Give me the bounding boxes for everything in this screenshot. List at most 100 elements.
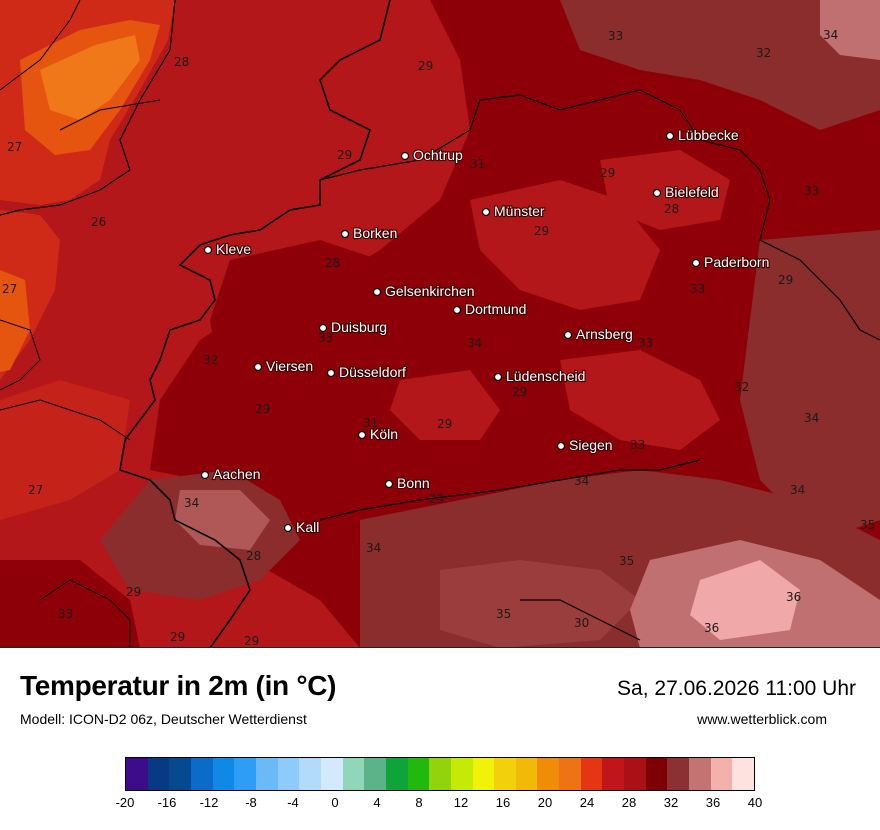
province-line [0, 399, 131, 441]
region-27-sw [0, 380, 130, 520]
iso-label: 29 [534, 224, 549, 238]
colorbar-swatch [689, 758, 711, 790]
colorbar-tick-label: 36 [705, 795, 721, 810]
colorbar-swatch [580, 758, 603, 790]
colorbar-swatch [710, 758, 733, 790]
iso-label: 28 [246, 549, 261, 563]
city-kleve: Kleve [203, 240, 252, 258]
city-label: Borken [353, 225, 397, 241]
iso-label: 33 [638, 336, 653, 350]
city-label: Kleve [216, 241, 251, 257]
border-line [0, 0, 176, 216]
iso-label: 29 [778, 273, 793, 287]
colorbar-tick-label: 4 [373, 795, 381, 810]
city-label: Münster [494, 203, 545, 219]
colorbar-swatch [559, 758, 581, 790]
colorbar-swatch [407, 758, 430, 790]
iso-label: 34 [574, 474, 589, 488]
iso-label: 36 [786, 590, 801, 604]
iso-label: 30 [574, 616, 589, 630]
city-label: Dortmund [465, 301, 526, 317]
iso-label: 29 [418, 59, 433, 73]
colorbar-tick-label: -4 [287, 795, 299, 810]
iso-label: 36 [704, 621, 719, 635]
colorbar-tick-label: 24 [579, 795, 595, 810]
colorbar-tick-label: 12 [453, 795, 469, 810]
city-dortmund: Dortmund [452, 300, 528, 318]
iso-label: 28 [174, 55, 189, 69]
city-bielefeld: Bielefeld [652, 183, 720, 201]
iso-label: 32 [734, 380, 749, 394]
city-markers: Ochtrup Lübbecke Bielefeld Münster Borke… [200, 126, 770, 536]
colorbar-swatch [385, 758, 408, 790]
colorbar-tick-label: 32 [663, 795, 679, 810]
iso-label: 32 [756, 46, 771, 60]
province-line [59, 99, 161, 131]
map-title: Temperatur in 2m (in °C) [20, 670, 337, 701]
city-label: Gelsenkirchen [385, 283, 475, 299]
city-label: Düsseldorf [339, 364, 406, 380]
province-line [0, 0, 81, 91]
state-border [319, 89, 771, 201]
colorbar-swatch [320, 758, 343, 790]
region-31-sw [0, 560, 140, 647]
iso-label: 26 [91, 215, 106, 229]
city-label: Lüdenscheid [506, 368, 585, 384]
city-koeln: Köln [357, 425, 399, 443]
colorbar-swatch [429, 758, 451, 790]
colorbar-tick-label: -20 [115, 795, 135, 810]
colorbar-swatch [126, 758, 148, 790]
colorbar-swatch [602, 758, 625, 790]
iso-label: 31 [470, 157, 485, 171]
colorbar-swatch [515, 758, 538, 790]
city-label: Ochtrup [413, 147, 463, 163]
iso-label: 34 [184, 496, 199, 510]
colorbar-swatch [732, 758, 755, 790]
iso-label: 28 [664, 202, 679, 216]
iso-label: 27 [28, 483, 43, 497]
region-29-bergisch [390, 370, 500, 440]
colorbar-tick-label: 20 [537, 795, 553, 810]
iso-label: 34 [823, 28, 838, 42]
iso-label: 33 [804, 184, 819, 198]
city-gelsenkirchen: Gelsenkirchen [372, 282, 476, 300]
iso-label: 29 [429, 492, 444, 506]
region-28-bielefeld [600, 150, 730, 230]
region-33-north [560, 0, 880, 130]
city-label: Arnsberg [576, 326, 633, 342]
colorbar-tick-label: -16 [157, 795, 177, 810]
iso-label: 33 [58, 607, 73, 621]
iso-label: 27 [2, 282, 17, 296]
temperature-map: 28 29 33 32 34 27 29 31 29 33 26 28 29 2… [0, 0, 880, 648]
iso-label: 35 [860, 518, 875, 532]
iso-label: 29 [337, 148, 352, 162]
colorbar-swatch [277, 758, 300, 790]
model-info: Modell: ICON-D2 06z, Deutscher Wetterdie… [20, 711, 307, 727]
city-label: Kall [296, 519, 319, 535]
city-label: Aachen [213, 466, 260, 482]
region-34-ne [820, 0, 880, 60]
colorbar-swatch [667, 758, 690, 790]
iso-label: 33 [318, 331, 333, 345]
city-label: Bonn [397, 475, 430, 491]
iso-label: 35 [496, 607, 511, 621]
colorbar [125, 757, 755, 791]
state-border [520, 599, 641, 641]
state-border [319, 459, 701, 521]
iso-label: 35 [619, 554, 634, 568]
iso-label: 29 [437, 417, 452, 431]
map-canvas: 28 29 33 32 34 27 29 31 29 33 26 28 29 2… [0, 0, 880, 647]
colorbar-swatch [494, 758, 516, 790]
region-36-se [690, 560, 800, 640]
region-25-orange [40, 35, 140, 120]
city-siegen: Siegen [556, 436, 614, 454]
colorbar-swatch [255, 758, 278, 790]
city-label: Duisburg [331, 319, 387, 335]
colorbar-tick-label: 8 [415, 795, 423, 810]
city-bonn: Bonn [384, 474, 431, 492]
city-kall: Kall [283, 518, 320, 536]
region-29-muenster [470, 180, 660, 310]
city-muenster: Münster [481, 202, 546, 220]
colorbar-tick-label: 40 [747, 795, 763, 810]
colorbar-swatch [212, 758, 235, 790]
